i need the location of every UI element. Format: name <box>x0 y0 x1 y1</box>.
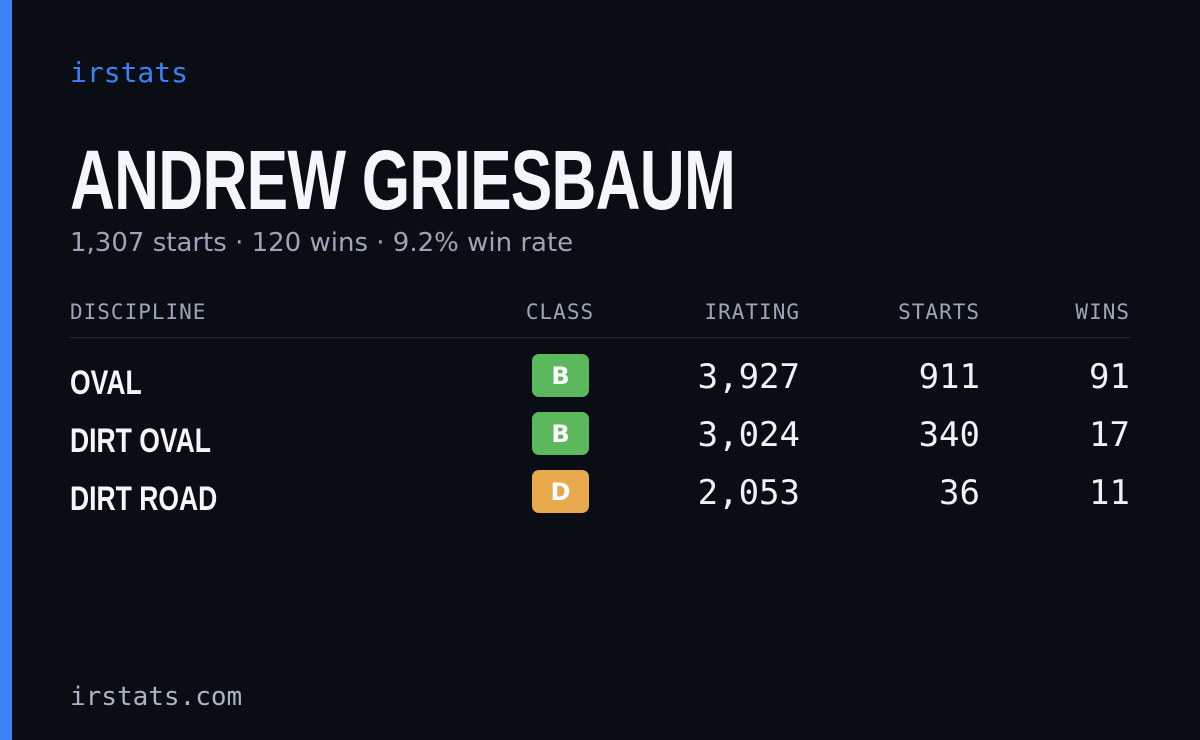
starts: 340 <box>918 415 980 455</box>
wins: 17 <box>1089 415 1130 455</box>
column-header: WINS <box>1075 300 1130 324</box>
irating: 3,927 <box>697 357 800 397</box>
starts: 911 <box>918 357 980 397</box>
class-badge: D <box>532 470 589 513</box>
discipline: DIRT ROAD <box>70 480 218 518</box>
column-header: CLASS <box>525 300 595 324</box>
driver-name: ANDREW GRIESBAUM <box>70 133 736 227</box>
accent-bar <box>0 0 12 740</box>
wins: 91 <box>1089 357 1130 397</box>
discipline: DIRT OVAL <box>70 422 211 460</box>
discipline: OVAL <box>70 364 142 402</box>
brand: irstats <box>70 56 189 89</box>
divider <box>70 337 1130 338</box>
irating: 2,053 <box>697 473 800 513</box>
column-header: STARTS <box>898 300 980 324</box>
irating: 3,024 <box>697 415 800 455</box>
class-badge: B <box>532 354 589 397</box>
column-header: IRATING <box>704 300 800 324</box>
footer-url: irstats.com <box>70 682 243 712</box>
column-header: DISCIPLINE <box>70 300 207 324</box>
starts: 36 <box>939 473 980 513</box>
wins: 11 <box>1089 473 1130 513</box>
class-badge: B <box>532 412 589 455</box>
driver-summary: 1,307 starts · 120 wins · 9.2% win rate <box>70 228 574 258</box>
